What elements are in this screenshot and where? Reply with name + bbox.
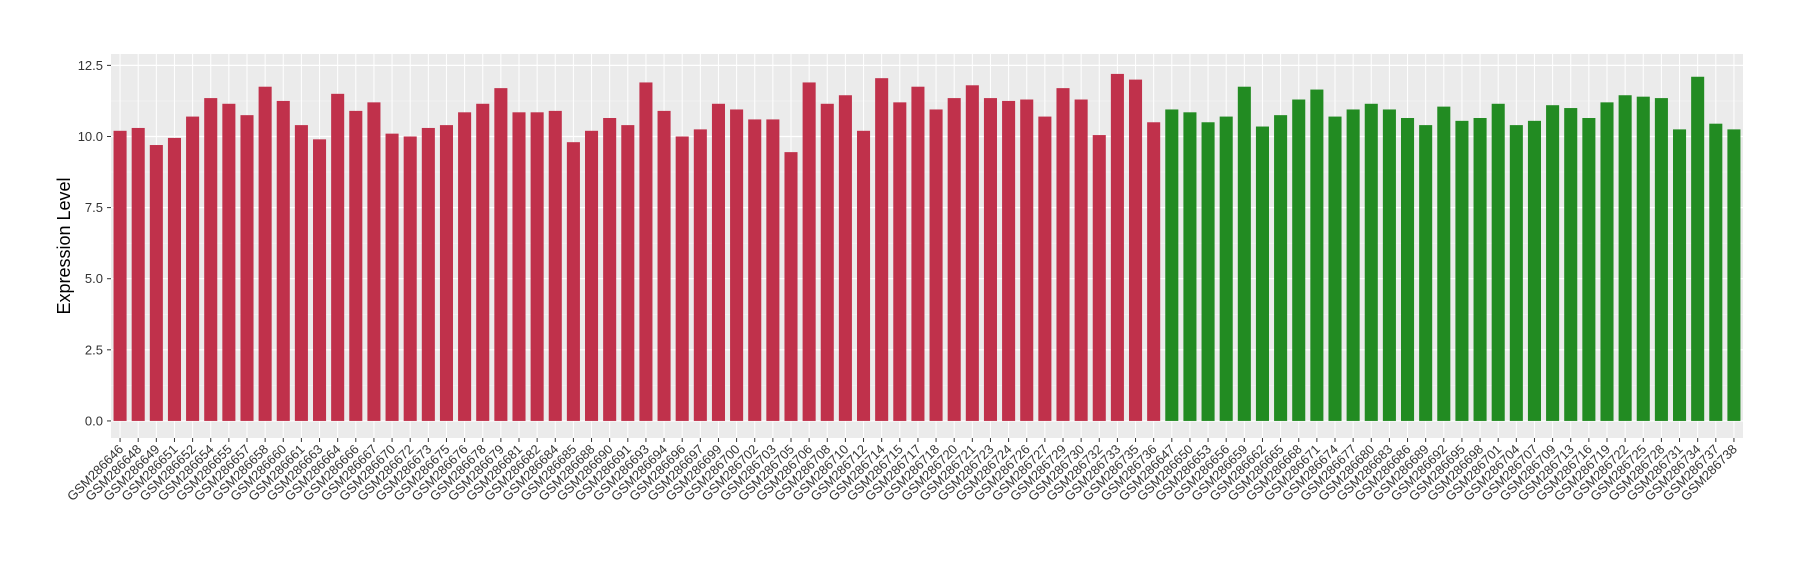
bar — [730, 109, 744, 421]
bar — [421, 127, 435, 421]
bar — [1654, 98, 1668, 421]
bar — [1328, 116, 1342, 421]
bar — [1110, 73, 1124, 421]
y-axis-label: Expression Level — [54, 177, 74, 314]
bar — [494, 88, 508, 421]
bar — [548, 110, 562, 421]
bar — [331, 93, 345, 421]
bar — [1437, 106, 1451, 421]
bar — [947, 98, 961, 421]
bar — [1147, 122, 1161, 421]
y-tick-label: 0.0 — [85, 413, 103, 428]
bar — [1056, 88, 1070, 421]
bar — [1237, 86, 1251, 421]
bar — [838, 95, 852, 421]
bar — [1491, 103, 1505, 421]
bar — [1074, 99, 1088, 421]
bar — [476, 103, 490, 421]
bar — [1292, 99, 1306, 421]
bar — [1673, 129, 1687, 421]
bar — [566, 142, 580, 421]
bar — [1219, 116, 1233, 421]
bar — [1364, 103, 1378, 421]
bar — [766, 119, 780, 421]
bar — [802, 82, 816, 421]
y-tick-label: 7.5 — [85, 200, 103, 215]
bar — [1038, 116, 1052, 421]
bar — [367, 102, 381, 421]
bar — [965, 85, 979, 421]
bar — [639, 82, 653, 421]
bar — [204, 98, 218, 421]
bar — [1183, 112, 1197, 421]
bar — [149, 145, 163, 421]
bar — [857, 130, 871, 421]
bar — [1201, 122, 1215, 421]
bar — [240, 115, 254, 421]
bar — [1618, 95, 1632, 421]
bar — [621, 125, 635, 421]
bar — [657, 110, 671, 421]
bar — [258, 86, 272, 421]
bar — [983, 98, 997, 421]
bar — [1473, 118, 1487, 421]
bar — [1727, 129, 1741, 421]
bar — [1255, 126, 1269, 421]
bar — [875, 78, 889, 421]
bar — [512, 112, 526, 421]
bar — [1382, 109, 1396, 421]
bar — [349, 110, 363, 421]
bar — [294, 125, 308, 421]
bar — [1600, 102, 1614, 421]
bar — [1020, 99, 1034, 421]
bar — [1636, 96, 1650, 421]
bar — [403, 136, 417, 421]
bar — [1092, 135, 1106, 421]
bar — [911, 86, 925, 421]
bar — [186, 116, 200, 421]
bar — [820, 103, 834, 421]
bar — [1310, 89, 1324, 421]
bar — [1455, 120, 1469, 421]
bar — [276, 100, 290, 421]
bar — [585, 130, 599, 421]
bar — [458, 112, 472, 421]
bar — [222, 103, 236, 421]
bar — [530, 112, 544, 421]
bar — [893, 102, 907, 421]
plot-background — [111, 54, 1743, 438]
bar — [1527, 120, 1541, 421]
bar — [693, 129, 707, 421]
bar — [1129, 79, 1143, 421]
bar — [1274, 115, 1288, 421]
bar — [784, 152, 798, 421]
bar — [1002, 100, 1016, 421]
bar — [1419, 125, 1433, 421]
bar — [1691, 76, 1705, 421]
bar — [113, 130, 127, 421]
bar — [439, 125, 453, 421]
bar — [1709, 123, 1723, 421]
bar — [603, 118, 617, 421]
y-tick-label: 10.0 — [78, 129, 103, 144]
bar — [748, 119, 762, 421]
bar — [1564, 108, 1578, 421]
bar — [1509, 125, 1523, 421]
y-tick-label: 2.5 — [85, 342, 103, 357]
y-tick-label: 12.5 — [78, 58, 103, 73]
bar — [167, 137, 181, 421]
bar — [313, 139, 327, 421]
bar — [131, 127, 145, 421]
bar — [1401, 118, 1415, 421]
bar — [1165, 109, 1179, 421]
bar — [1546, 105, 1560, 421]
bar — [929, 109, 943, 421]
y-tick-label: 5.0 — [85, 271, 103, 286]
bar — [711, 103, 725, 421]
bar — [1346, 109, 1360, 421]
bar — [1582, 118, 1596, 421]
bar — [385, 133, 399, 421]
bar — [675, 136, 689, 421]
